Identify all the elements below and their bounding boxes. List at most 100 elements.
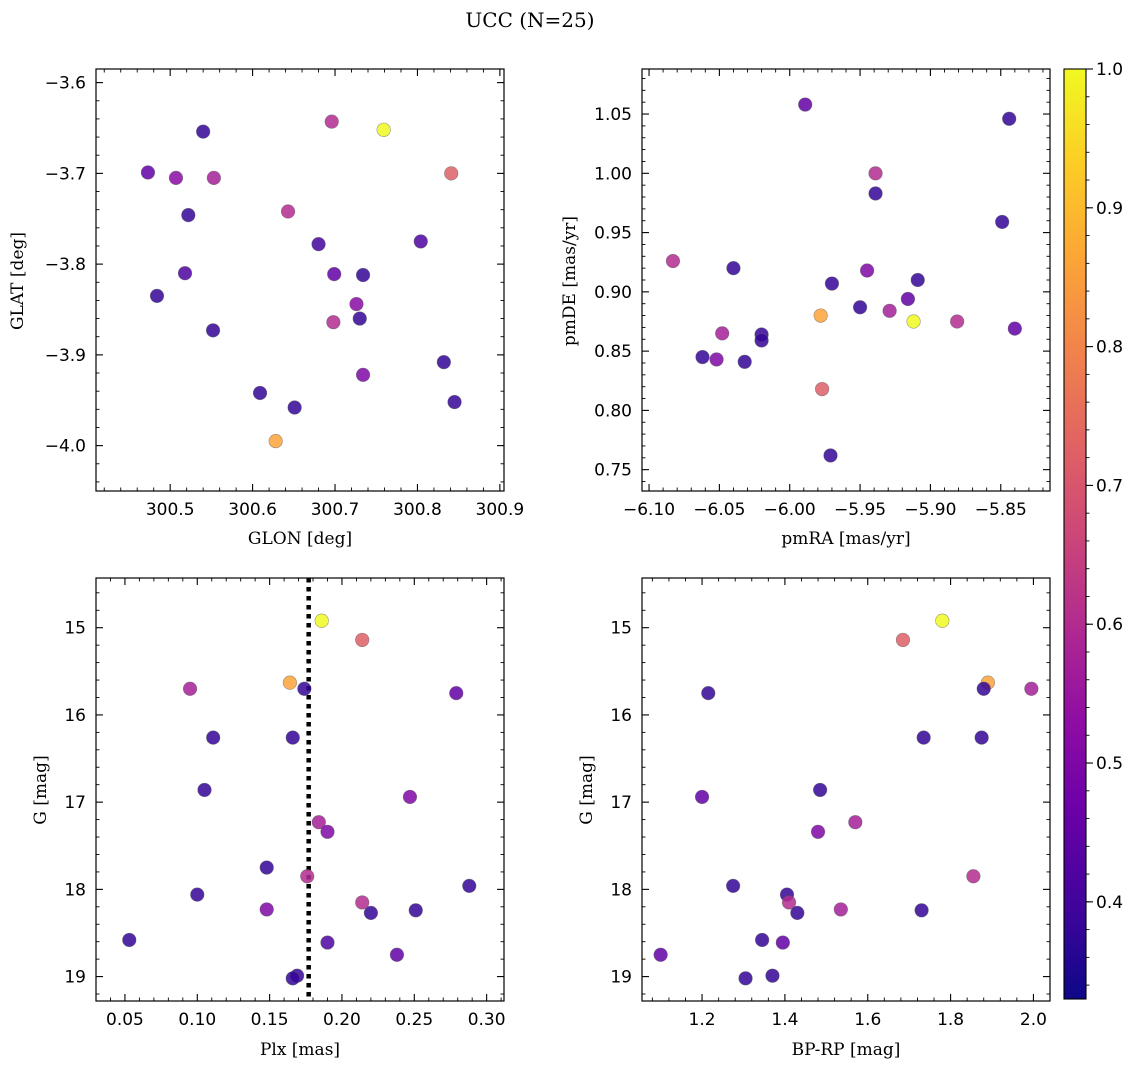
- scatter-point: [280, 204, 296, 219]
- scatter-point: [324, 114, 339, 129]
- scatter-point: [950, 314, 965, 329]
- x-tick-label: 0.15: [251, 1010, 289, 1030]
- y-tick-label: 1.05: [594, 105, 632, 125]
- scatter-point: [737, 354, 752, 369]
- scatter-point: [311, 237, 326, 252]
- y-tick-label: 19: [64, 968, 86, 988]
- y-tick-label: 1.00: [594, 164, 632, 184]
- figure-title: UCC (N=25): [465, 8, 594, 32]
- scatter-point: [408, 903, 423, 918]
- scatter-point: [402, 789, 418, 805]
- panel-bprp-g: BP-RP [mag] G [mag] 1.2 1.4 1.6 1.8 2.0 15 16 1…: [577, 577, 1051, 1060]
- axes-frame: [641, 68, 1051, 492]
- scatter-point: [349, 296, 364, 312]
- scatter-point: [352, 311, 367, 326]
- x-tick-label: 1.2: [689, 1010, 716, 1030]
- colorbar-tick-label: 0.8: [1096, 338, 1123, 358]
- x-tick-label: 1.4: [771, 1010, 798, 1030]
- x-tick-label: 300.6: [228, 500, 277, 520]
- x-tick-label: 300.7: [311, 500, 360, 520]
- scatter-point: [355, 267, 371, 283]
- scatter-point: [813, 782, 828, 798]
- scatter-point: [833, 902, 848, 917]
- x-tick-label: −6.10: [623, 500, 675, 520]
- scatter-point: [259, 860, 274, 875]
- y-tick-label: 17: [64, 793, 86, 813]
- scatter-point: [462, 878, 477, 893]
- scatter-point: [824, 276, 840, 291]
- y-axis-label: GLAT [deg]: [8, 232, 28, 330]
- scatter-point: [259, 902, 274, 917]
- scatter-point: [311, 815, 326, 830]
- scatter-point: [823, 448, 838, 463]
- scatter-point: [868, 166, 883, 181]
- colorbar-tick-label: 0.7: [1096, 476, 1123, 496]
- y-axis-label: G [mag]: [31, 755, 51, 824]
- scatter-point: [447, 394, 462, 410]
- axes-frame: [95, 68, 505, 492]
- x-tick-label: 0.10: [178, 1010, 216, 1030]
- scatter-point: [268, 433, 283, 449]
- colorbar-tick-label: 0.4: [1096, 893, 1123, 913]
- y-tick-label: 0.95: [594, 224, 632, 244]
- scatter-point: [910, 272, 925, 288]
- x-tick-label: 300.9: [476, 500, 525, 520]
- scatter-point: [282, 675, 297, 690]
- scatter-point: [196, 124, 211, 139]
- scatter-point: [355, 367, 371, 382]
- scatter-point: [813, 308, 828, 323]
- scatter-point: [694, 789, 710, 805]
- colorbar-tick-label: 0.9: [1096, 199, 1123, 219]
- x-tick-label: 300.8: [393, 500, 442, 520]
- scatter-point: [205, 323, 221, 338]
- scatter-point: [781, 895, 797, 910]
- scatter-point: [449, 686, 464, 701]
- scatter-point: [182, 681, 198, 696]
- scatter-point: [300, 869, 315, 884]
- scatter-point: [181, 208, 196, 223]
- scatter-point: [320, 824, 335, 839]
- y-axis-label: G [mag]: [577, 755, 597, 824]
- colorbar-tick-label: 0.6: [1096, 615, 1123, 635]
- scatter-point: [168, 170, 184, 186]
- scatter-point: [895, 632, 911, 648]
- scatter-point: [177, 266, 193, 281]
- colorbar: 0.4 0.5 0.6 0.7 0.8 0.9 1.0: [1063, 60, 1123, 1000]
- scatter-point: [715, 326, 730, 341]
- scatter-point: [1024, 681, 1039, 696]
- scatter-point: [976, 681, 991, 696]
- scatter-point: [814, 381, 830, 397]
- x-tick-label: 300.5: [146, 500, 195, 520]
- y-tick-label: −3.6: [45, 74, 86, 94]
- scatter-point: [285, 971, 300, 986]
- y-tick-label: 0.80: [594, 401, 632, 421]
- scatter-point: [206, 730, 221, 745]
- scatter-point: [810, 824, 826, 839]
- y-tick-label: 19: [610, 968, 632, 988]
- x-tick-label: −5.95: [834, 500, 886, 520]
- scatter-point: [252, 385, 268, 401]
- y-tick-label: 15: [64, 619, 86, 639]
- scatter-point: [320, 935, 335, 950]
- panel-plx-g: Plx [mas] G [mag] 0.05 0.10 0.15 0.20 0.25 0.…: [31, 577, 506, 1060]
- x-tick-label: 0.30: [468, 1010, 506, 1030]
- colorbar-tick-label: 0.5: [1096, 754, 1123, 774]
- x-tick-label: 0.20: [323, 1010, 361, 1030]
- y-tick-label: 0.75: [594, 461, 632, 481]
- y-tick-label: 17: [610, 793, 632, 813]
- scatter-point: [1007, 321, 1022, 336]
- y-tick-label: 0.90: [594, 283, 632, 303]
- scatter-point: [149, 288, 165, 303]
- scatter-point: [974, 730, 989, 745]
- scatter-point: [765, 968, 780, 983]
- scatter-point: [197, 782, 212, 798]
- scatter-point: [906, 314, 921, 329]
- scatter-point: [206, 170, 221, 186]
- y-tick-label: −3.8: [45, 255, 86, 275]
- scatter-point: [287, 400, 302, 415]
- scatter-point: [726, 878, 741, 893]
- scatter-point: [798, 97, 813, 112]
- y-tick-label: −3.7: [45, 164, 86, 184]
- scatter-point: [297, 681, 312, 696]
